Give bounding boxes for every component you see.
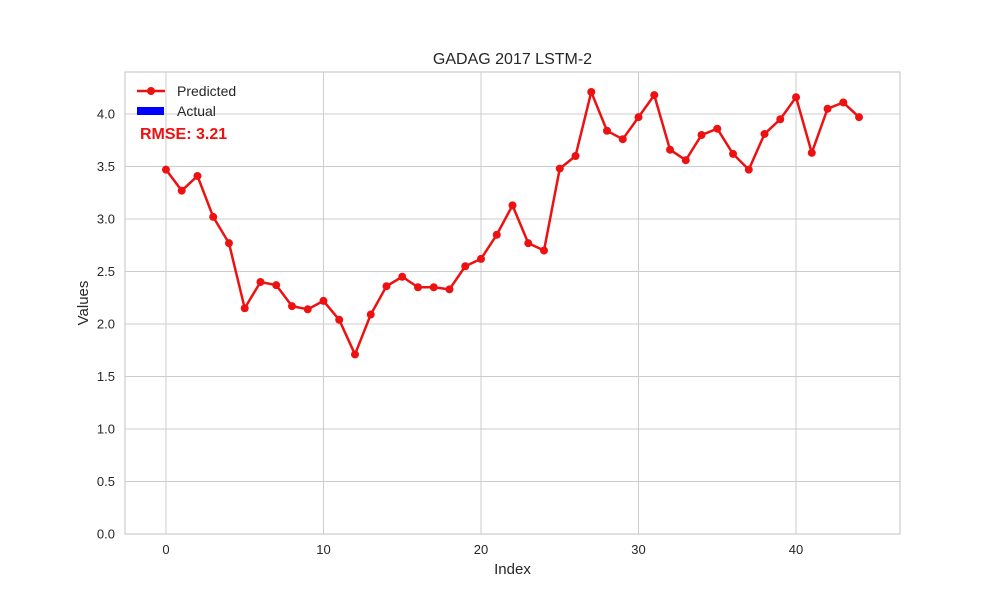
chart-title: GADAG 2017 LSTM-2 <box>433 51 592 68</box>
predicted-point <box>303 305 312 314</box>
predicted-point <box>177 186 186 195</box>
y-tick-label: 1.5 <box>97 369 115 384</box>
predicted-point <box>540 246 549 255</box>
predicted-point <box>524 239 533 248</box>
predicted-point <box>792 93 801 102</box>
x-tick-label: 20 <box>474 542 488 557</box>
y-tick-label: 4.0 <box>97 107 115 122</box>
predicted-point <box>666 145 675 154</box>
x-tick-label: 30 <box>631 542 645 557</box>
predicted-point <box>555 164 564 173</box>
y-axis-ticks: 0.0 0.5 1.0 1.5 2.0 2.5 3.0 3.5 4.0 <box>97 107 115 542</box>
predicted-point <box>618 135 627 144</box>
predicted-point <box>382 282 391 291</box>
predicted-point <box>713 124 722 133</box>
y-tick-label: 1.0 <box>97 422 115 437</box>
predicted-point <box>350 350 359 359</box>
y-tick-label: 0.5 <box>97 474 115 489</box>
y-tick-label: 2.0 <box>97 317 115 332</box>
predicted-point <box>413 283 422 292</box>
predicted-point <box>807 148 816 157</box>
predicted-point <box>603 126 612 135</box>
predicted-point <box>287 302 296 311</box>
y-tick-label: 3.0 <box>97 212 115 227</box>
x-tick-label: 10 <box>316 542 330 557</box>
predicted-point <box>855 113 864 122</box>
predicted-point <box>729 149 738 158</box>
x-axis-ticks: 0 10 20 30 40 <box>162 542 803 557</box>
predicted-point <box>744 165 753 174</box>
predicted-point <box>224 239 233 248</box>
predicted-point <box>240 304 249 313</box>
series-layer <box>161 87 864 359</box>
y-tick-label: 2.5 <box>97 264 115 279</box>
predicted-point <box>508 201 517 210</box>
x-tick-label: 0 <box>162 542 169 557</box>
predicted-point <box>587 87 596 96</box>
predicted-point <box>760 129 769 138</box>
y-axis-label: Values <box>75 281 92 326</box>
y-tick-label: 3.5 <box>97 159 115 174</box>
predicted-point <box>634 113 643 122</box>
rmse-annotation: RMSE: 3.21 <box>140 126 227 143</box>
legend-actual-label: Actual <box>177 103 216 119</box>
predicted-point <box>161 165 170 174</box>
predicted-point <box>272 281 281 290</box>
legend-actual-swatch-icon <box>137 107 164 115</box>
legend-predicted-marker-icon <box>147 87 155 95</box>
predicted-point <box>492 230 501 239</box>
predicted-point <box>839 98 848 107</box>
predicted-point <box>650 91 659 100</box>
x-tick-label: 40 <box>789 542 803 557</box>
predicted-point <box>461 262 470 271</box>
plot-area <box>125 72 900 534</box>
predicted-point <box>571 152 580 160</box>
predicted-point <box>209 212 218 221</box>
predicted-point <box>476 254 485 263</box>
predicted-point <box>193 171 202 180</box>
predicted-point <box>398 272 407 281</box>
predicted-point <box>319 296 328 305</box>
plot-frame <box>124 71 901 535</box>
predicted-point <box>445 285 454 294</box>
legend: Predicted Actual <box>137 83 236 119</box>
predicted-point <box>697 131 706 139</box>
predicted-point <box>256 278 265 286</box>
predicted-point <box>681 156 690 165</box>
legend-predicted-label: Predicted <box>177 83 236 99</box>
predicted-point <box>823 104 832 113</box>
predicted-point <box>335 315 344 324</box>
predicted-point <box>776 115 785 124</box>
x-axis-label: Index <box>494 561 531 578</box>
predicted-point <box>366 310 375 319</box>
predicted-point <box>429 283 438 292</box>
y-tick-label: 0.0 <box>97 527 115 542</box>
